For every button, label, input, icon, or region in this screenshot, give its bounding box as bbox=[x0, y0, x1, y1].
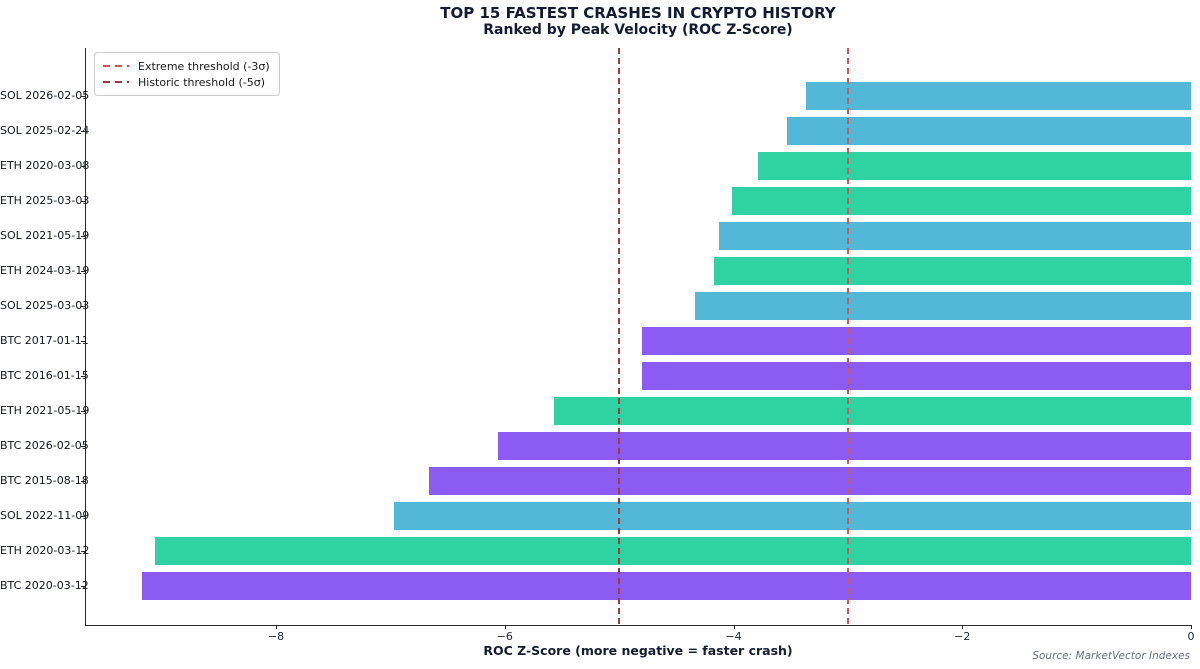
chart-title-block: TOP 15 FASTEST CRASHES IN CRYPTO HISTORY… bbox=[85, 4, 1191, 39]
y-tick-mark bbox=[81, 481, 85, 482]
y-tick-label: ETH 2020-03-08 bbox=[0, 159, 90, 172]
x-tick-label: −4 bbox=[725, 630, 742, 643]
y-tick-label: SOL 2021-05-19 bbox=[0, 229, 90, 242]
y-tick-mark bbox=[81, 236, 85, 237]
extreme-threshold-dash-swatch bbox=[103, 65, 129, 67]
y-tick-label: BTC 2026-02-05 bbox=[0, 439, 89, 452]
x-tick-mark bbox=[276, 625, 277, 629]
bar-eth-2025-03-03 bbox=[732, 187, 1191, 215]
legend: Extreme threshold (-3σ) Historic thresho… bbox=[94, 52, 280, 96]
legend-label: Historic threshold (-5σ) bbox=[138, 75, 266, 89]
extreme-threshold-line bbox=[846, 48, 849, 625]
y-tick-label: ETH 2020-03-12 bbox=[0, 544, 90, 557]
y-tick-label: ETH 2024-03-19 bbox=[0, 264, 90, 277]
bar-eth-2020-03-08 bbox=[757, 152, 1191, 180]
legend-item-extreme-threshold: Extreme threshold (-3σ) bbox=[103, 58, 270, 74]
x-tick-label: −6 bbox=[496, 630, 513, 643]
y-tick-mark bbox=[81, 551, 85, 552]
x-axis-spine bbox=[85, 625, 1191, 626]
y-tick-label: SOL 2025-03-03 bbox=[0, 299, 90, 312]
bar-btc-2015-08-18 bbox=[429, 467, 1191, 495]
bar-eth-2020-03-12 bbox=[154, 537, 1191, 565]
bar-sol-2025-03-03 bbox=[694, 292, 1191, 320]
y-tick-label: BTC 2017-01-11 bbox=[0, 334, 89, 347]
bar-sol-2026-02-05 bbox=[805, 82, 1191, 110]
bar-eth-2021-05-19 bbox=[553, 397, 1191, 425]
y-tick-label: SOL 2026-02-05 bbox=[0, 89, 90, 102]
source-credit: Source: MarketVector Indexes bbox=[1032, 650, 1190, 662]
chart-title: TOP 15 FASTEST CRASHES IN CRYPTO HISTORY bbox=[440, 4, 836, 22]
y-tick-label: ETH 2021-05-19 bbox=[0, 404, 90, 417]
y-tick-mark bbox=[81, 446, 85, 447]
y-tick-mark bbox=[81, 131, 85, 132]
bar-sol-2025-02-24 bbox=[787, 117, 1191, 145]
y-tick-label: SOL 2022-11-09 bbox=[0, 509, 90, 522]
y-tick-mark bbox=[81, 306, 85, 307]
y-axis-spine bbox=[85, 48, 86, 625]
x-tick-mark bbox=[733, 625, 735, 629]
y-tick-mark bbox=[81, 166, 85, 167]
historic-threshold-line bbox=[618, 48, 621, 625]
y-tick-mark bbox=[81, 271, 85, 272]
x-tick-mark bbox=[504, 625, 506, 629]
x-axis-label: ROC Z-Score (more negative = faster cras… bbox=[483, 643, 793, 658]
chart-subtitle: Ranked by Peak Velocity (ROC Z-Score) bbox=[483, 22, 793, 38]
x-tick-label: −2 bbox=[954, 630, 971, 643]
bar-sol-2021-05-19 bbox=[718, 222, 1191, 250]
y-tick-label: SOL 2025-02-24 bbox=[0, 124, 90, 137]
y-tick-label: BTC 2015-08-18 bbox=[0, 474, 89, 487]
x-tick-label: −8 bbox=[267, 630, 285, 643]
bar-eth-2024-03-19 bbox=[714, 257, 1191, 285]
x-tick-label: 0 bbox=[1187, 630, 1195, 643]
bar-btc-2016-01-15 bbox=[642, 362, 1191, 390]
x-tick-mark bbox=[962, 625, 964, 629]
y-tick-label: BTC 2020-03-12 bbox=[0, 579, 89, 592]
y-tick-mark bbox=[81, 376, 85, 377]
legend-label: Extreme threshold (-3σ) bbox=[138, 59, 270, 73]
y-tick-label: ETH 2025-03-03 bbox=[0, 194, 90, 207]
y-tick-mark bbox=[81, 96, 85, 97]
y-tick-mark bbox=[81, 341, 85, 342]
bar-btc-2020-03-12 bbox=[142, 572, 1191, 600]
y-tick-mark bbox=[81, 586, 85, 587]
x-tick-mark bbox=[1191, 625, 1192, 629]
legend-item-historic-threshold: Historic threshold (-5σ) bbox=[103, 74, 270, 90]
bar-sol-2022-11-09 bbox=[393, 502, 1191, 530]
y-tick-mark bbox=[81, 516, 85, 517]
y-tick-mark bbox=[81, 411, 85, 412]
historic-threshold-dash-swatch bbox=[103, 81, 129, 83]
y-tick-mark bbox=[81, 201, 85, 202]
bar-btc-2017-01-11 bbox=[642, 327, 1191, 355]
y-tick-label: BTC 2016-01-15 bbox=[0, 369, 89, 382]
bar-btc-2026-02-05 bbox=[497, 432, 1191, 460]
